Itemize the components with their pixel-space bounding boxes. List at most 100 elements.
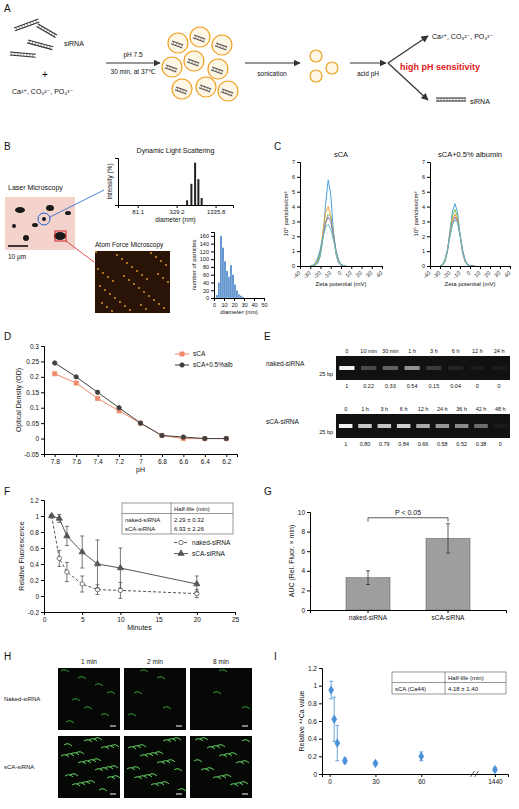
- tick-label: 7.8: [51, 458, 60, 465]
- fluorescence-streak: [61, 670, 69, 672]
- tick: -20: [312, 266, 322, 280]
- lane-time: 12 h: [418, 406, 429, 412]
- band-value: 0: [498, 383, 501, 389]
- tick-label: 50: [261, 302, 267, 308]
- strand-rung: [26, 53, 27, 56]
- fluorescence-streak: [140, 670, 148, 672]
- axis-line: [307, 513, 311, 611]
- series-line: [440, 210, 475, 266]
- tick: 329.2: [170, 205, 186, 215]
- axis-line: [301, 267, 383, 270]
- tick: 2: [422, 234, 430, 240]
- tick-label: 0: [313, 771, 317, 778]
- fluorescence-streak: [128, 714, 136, 716]
- strand-rung: [462, 98, 463, 101]
- strand-rung: [32, 41, 34, 44]
- tick-mark: [297, 251, 300, 252]
- strand: [436, 100, 466, 101]
- tick-mark: [41, 346, 44, 347]
- fluorescence-streak: [163, 707, 171, 709]
- tick-label: 1: [292, 248, 295, 254]
- tick-mark: [421, 774, 422, 777]
- tick: 0: [35, 593, 44, 600]
- data-point: [79, 548, 85, 553]
- afm-dot: [106, 306, 108, 308]
- gel-band: [405, 366, 420, 370]
- tick: 1335.8: [207, 205, 226, 215]
- particle: [208, 59, 228, 79]
- strand-rung: [27, 23, 28, 26]
- strand-rung: [24, 24, 25, 27]
- strand-rung: [189, 60, 190, 63]
- legend-item: naked-siRNA: [174, 539, 231, 546]
- data-point: [203, 437, 207, 441]
- tick-mark: [211, 251, 214, 252]
- tick-mark: [319, 721, 322, 722]
- tick: 10: [473, 266, 482, 278]
- tick-label: 40: [375, 270, 384, 279]
- strand-rung: [181, 45, 182, 48]
- fluorescence-streak: [174, 769, 182, 771]
- fluorescence-streak: [112, 776, 120, 778]
- tick-mark: [372, 266, 373, 269]
- axis-break: [471, 771, 475, 777]
- strand-rung: [185, 91, 186, 94]
- fluorescence-streak: [95, 769, 103, 771]
- tick: -30: [302, 266, 312, 280]
- legend-label: sCA: [193, 350, 206, 357]
- data-point: [224, 437, 228, 441]
- fluorescence-streak: [82, 782, 90, 784]
- strand-rung: [216, 69, 217, 72]
- scale-bar: [176, 794, 182, 795]
- tick: 0: [336, 266, 342, 276]
- fluorescence-streak: [99, 789, 107, 791]
- tick-label: 0: [465, 270, 471, 276]
- tick-label: 7: [422, 159, 425, 165]
- scale-bar: [110, 794, 116, 795]
- tick: -10: [322, 266, 332, 280]
- x-axis: -40-30-20-10010203040: [422, 266, 512, 280]
- fluorescence-streak: [236, 762, 244, 764]
- tick-mark: [244, 298, 245, 301]
- legend: naked-siRNAsCA-siRNA: [174, 539, 231, 557]
- strand-rung: [225, 47, 226, 50]
- data-point: [419, 752, 424, 760]
- sirna-icon: [211, 67, 223, 74]
- tick-mark: [331, 266, 332, 269]
- gels: naked-siRNA25 bp010 min30 min1 h3 h6 h12…: [266, 348, 510, 447]
- tick: 0: [213, 298, 216, 308]
- strand-rung: [29, 41, 31, 44]
- fluorescence-streak: [87, 781, 95, 783]
- table-rule: [171, 503, 172, 534]
- fluorescence-streak: [66, 721, 74, 723]
- fluorescence-streak: [71, 753, 79, 755]
- fluorescence-streak: [219, 755, 227, 757]
- tick-mark: [368, 610, 369, 613]
- tick: -30: [432, 266, 442, 280]
- fluorescence-streak: [156, 783, 164, 785]
- strand-rung: [182, 90, 183, 93]
- afm-dot: [97, 268, 99, 270]
- tick-label: 0: [328, 778, 332, 785]
- data-point: [94, 560, 100, 565]
- strand-rung: [20, 53, 21, 56]
- strand-rung: [180, 89, 181, 92]
- strand-rung: [456, 98, 457, 101]
- tick: 7: [139, 454, 143, 465]
- tick: 40: [503, 266, 512, 278]
- axis-line: [215, 299, 265, 302]
- tick-label: 30: [365, 270, 374, 279]
- table-cell: sCA (Ca44): [395, 686, 426, 692]
- tick-mark: [495, 774, 496, 777]
- tick-label: 2: [301, 587, 305, 594]
- axis-title: 10⁵ particles/cm³: [283, 192, 289, 237]
- sirna-icon: [165, 65, 177, 72]
- tick-label: 0.6: [30, 545, 39, 552]
- tick: 2: [292, 234, 300, 240]
- strand-rung: [22, 25, 23, 28]
- tick-mark: [427, 266, 430, 267]
- data-point: [329, 686, 334, 694]
- plot-area: [53, 361, 229, 441]
- fluorescence-streak: [240, 782, 248, 784]
- band-value: 0.22: [363, 383, 374, 389]
